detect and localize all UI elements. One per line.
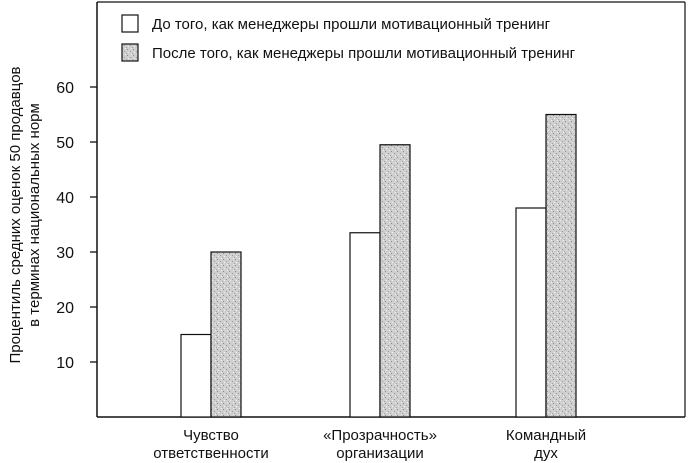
legend-swatch-after [121,43,139,62]
bar-after [545,113,577,418]
legend-swatch-before [121,14,139,33]
legend: До того, как менеджеры прошли мотивацион… [121,14,576,62]
category-label-line: организации [336,445,423,462]
y-tick-label: 50 [56,135,74,152]
y-tick-label: 20 [56,300,74,317]
category-labels: Чувство ответственности «Прозрачность» орга… [153,427,586,462]
y-axis-label-line-1: Процентиль средних оценок 50 продавцов [7,66,24,363]
bar-before [515,207,547,418]
y-axis-label: Процентиль средних оценок 50 продавцов в… [7,66,43,363]
category-label-line: дух [534,445,558,462]
bar-before [180,333,212,418]
category-label-line: ответственности [153,445,268,462]
y-tick-label: 40 [56,190,74,207]
y-ticks: 10 20 30 40 50 60 [56,80,97,372]
legend-label-after: После того, как менеджеры прошли мотивац… [152,45,576,62]
y-tick-label: 10 [56,355,74,372]
legend-label-before: До того, как менеджеры прошли мотивацион… [152,16,551,33]
category-label: Командный дух [506,427,586,462]
category-label: «Прозрачность» организации [323,427,437,462]
bar-before [349,232,381,418]
y-tick-label: 30 [56,245,74,262]
category-label: Чувство ответственности [153,427,268,462]
y-axis-label-line-2: в терминах национальных норм [26,103,43,327]
bar-after [210,251,242,418]
category-label-line: Командный [506,427,586,444]
bar-after [379,144,411,418]
category-label-line: Чувство [183,427,239,444]
bars [180,113,577,418]
y-tick-label: 60 [56,80,74,97]
category-label-line: «Прозрачность» [323,427,437,444]
